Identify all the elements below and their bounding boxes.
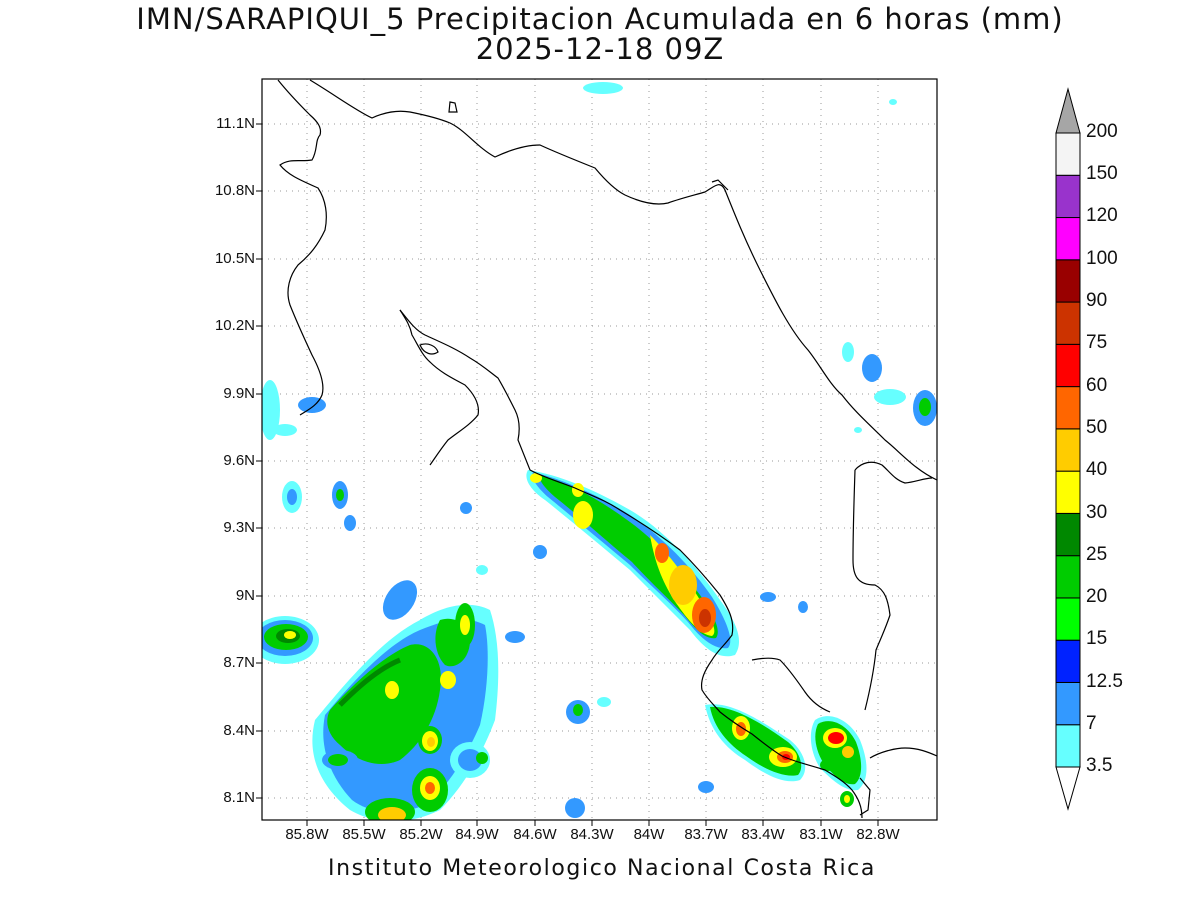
lon-tick-label: 82.8W [856, 826, 900, 843]
institution-footer: Instituto Meteorologico Nacional Costa R… [328, 856, 876, 881]
lon-tick-label: 83.1W [799, 826, 843, 843]
plot-frame [261, 78, 938, 821]
lat-tick-label: 9.9N [223, 385, 255, 402]
colorbar-swatch [1055, 132, 1081, 176]
colorbar-label: 150 [1086, 163, 1118, 184]
colorbar-swatch [1055, 174, 1081, 219]
lat-tick-label: 9N [235, 587, 255, 604]
colorbar-swatch [1055, 343, 1081, 388]
map-title: IMN/SARAPIQUI_5 Precipitacion Acumulada … [136, 2, 1064, 36]
map-valid-time: 2025-12-18 09Z [475, 32, 725, 66]
rain-band-osa [705, 704, 806, 782]
colorbar-swatch [1055, 639, 1081, 683]
colorbar-label: 75 [1086, 332, 1108, 353]
colorbar-swatch [1055, 512, 1081, 557]
colorbar-label: 25 [1086, 544, 1108, 565]
lat-tick-label: 11.1N [216, 115, 255, 132]
precipitation-field [262, 82, 937, 820]
colorbar-swatch [1055, 470, 1081, 514]
coastlines [277, 79, 937, 819]
lat-tick-label: 10.2N [214, 317, 255, 334]
colorbar-swatch [1055, 428, 1081, 472]
colorbar-swatch [1055, 555, 1081, 599]
colorbar-swatch [1055, 259, 1081, 303]
rain-cell-west-edge [262, 616, 319, 664]
lon-tick-label: 83.7W [684, 826, 728, 843]
rain-band-pacific-coast [526, 470, 740, 657]
rain-cells-caribbean [760, 342, 937, 613]
lon-tick-label: 85.8W [285, 826, 329, 843]
rain-cells-southeast [810, 716, 867, 807]
lon-tick-label: 84W [633, 826, 665, 843]
lon-tick-label: 84.3W [570, 826, 614, 843]
colorbar-label: 15 [1086, 628, 1108, 649]
lon-tick-label: 85.2W [399, 826, 443, 843]
lon-tick-label: 85.5W [342, 826, 386, 843]
axis-ticks [256, 123, 879, 826]
lon-tick-label: 84.6W [513, 826, 557, 843]
lat-tick-label: 10.8N [214, 182, 255, 199]
colorbar-over-triangle [1055, 87, 1081, 134]
rain-cells-scattered [262, 82, 897, 818]
lat-tick-label: 9.6N [223, 452, 255, 469]
colorbar-label: 100 [1086, 248, 1118, 269]
lon-tick-label: 83.4W [741, 826, 785, 843]
lat-tick-label: 8.4N [223, 722, 255, 739]
colorbar-under-triangle [1055, 766, 1081, 811]
colorbar-label: 20 [1086, 586, 1108, 607]
lat-tick-label: 9.3N [223, 519, 255, 536]
colorbar-label: 3.5 [1086, 755, 1113, 776]
colorbar-label: 7 [1086, 713, 1097, 734]
lat-tick-label: 10.5N [214, 250, 255, 267]
lat-tick-label: 8.1N [223, 789, 255, 806]
colorbar-label: 90 [1086, 290, 1108, 311]
colorbar-label: 60 [1086, 375, 1108, 396]
rain-band-southwest [312, 580, 499, 820]
colorbar-swatch [1055, 724, 1081, 768]
lat-tick-label: 8.7N [223, 654, 255, 671]
colorbar [1055, 87, 1081, 811]
colorbar-label: 40 [1086, 459, 1108, 480]
colorbar-label: 30 [1086, 502, 1108, 523]
colorbar-swatch [1055, 301, 1081, 345]
colorbar-label: 120 [1086, 205, 1118, 226]
lon-tick-label: 84.9W [455, 826, 499, 843]
colorbar-label: 200 [1086, 121, 1118, 142]
colorbar-swatch [1055, 217, 1081, 261]
colorbar-label: 50 [1086, 417, 1108, 438]
colorbar-swatch [1055, 386, 1081, 430]
colorbar-swatch [1055, 597, 1081, 641]
colorbar-swatch [1055, 681, 1081, 726]
colorbar-label: 12.5 [1086, 671, 1123, 692]
